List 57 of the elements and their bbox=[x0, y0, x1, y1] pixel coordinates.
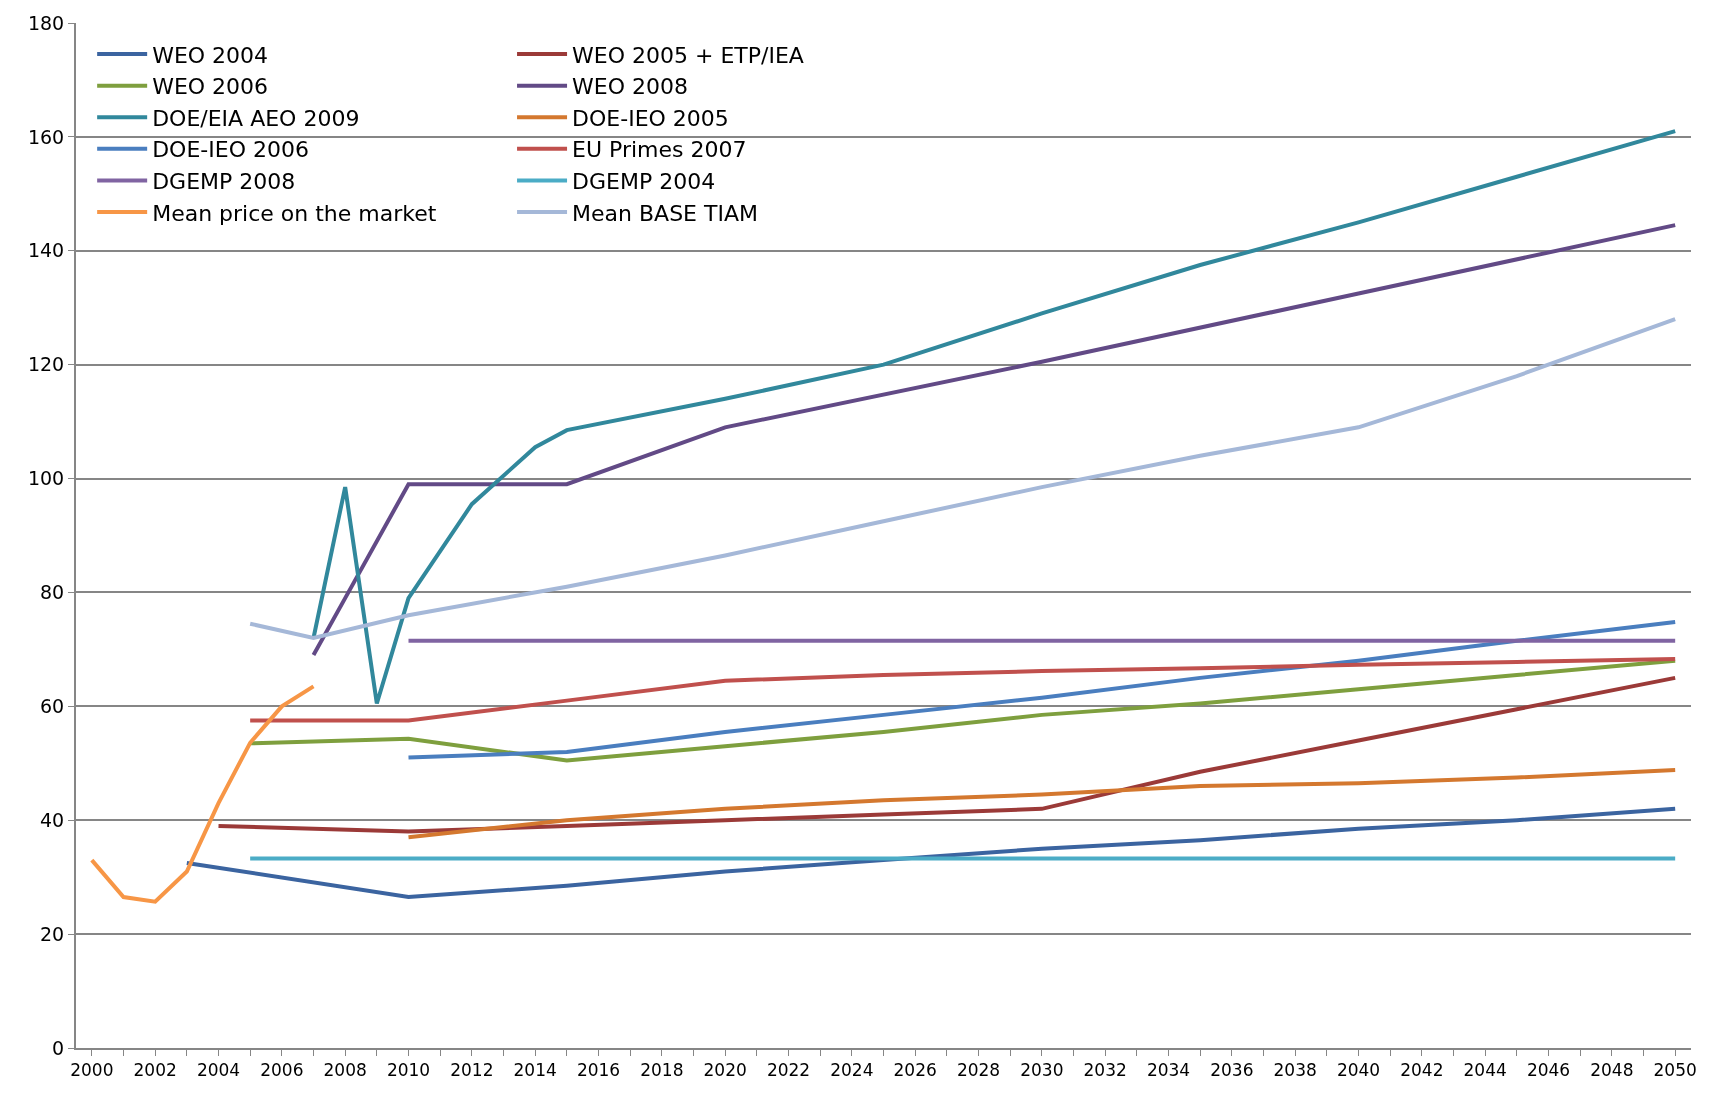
x-tick-label: 2046 bbox=[1526, 1060, 1571, 1081]
x-tick-label: 2038 bbox=[1273, 1060, 1317, 1081]
x-tick-label: 2044 bbox=[1463, 1060, 1507, 1081]
line-series bbox=[89, 684, 316, 904]
y-tick-label: 40 bbox=[40, 808, 65, 831]
x-tick-label: 2040 bbox=[1336, 1060, 1381, 1081]
y-tick-label: 20 bbox=[40, 922, 65, 945]
legend-label: WEO 2008 bbox=[572, 74, 688, 100]
y-tick-label: 180 bbox=[27, 11, 65, 34]
legend-label: EU Primes 2007 bbox=[572, 137, 747, 163]
legend-label: Mean BASE TIAM bbox=[572, 200, 758, 226]
y-tick-label: 100 bbox=[27, 467, 65, 490]
line-series bbox=[311, 129, 1678, 706]
x-tick-label: 2022 bbox=[766, 1060, 811, 1081]
legend-label: WEO 2004 bbox=[152, 42, 269, 68]
x-tick-label: 2014 bbox=[513, 1060, 557, 1081]
x-tick-label: 2028 bbox=[956, 1060, 1001, 1081]
y-tick-label: 120 bbox=[27, 353, 65, 376]
line-series bbox=[406, 768, 1678, 840]
y-tick-label: 80 bbox=[40, 581, 65, 604]
x-tick-label: 2050 bbox=[1653, 1060, 1697, 1081]
line-series bbox=[216, 675, 1678, 834]
x-tick-label: 2018 bbox=[640, 1060, 684, 1081]
x-tick-label: 2006 bbox=[260, 1060, 304, 1081]
legend-label: WEO 2005 + ETP/IEA bbox=[572, 42, 804, 68]
x-tick-label: 2034 bbox=[1146, 1060, 1191, 1081]
x-tick-label: 2008 bbox=[323, 1060, 367, 1081]
line-series bbox=[248, 317, 1678, 640]
x-tick-label: 2016 bbox=[576, 1060, 621, 1081]
x-tick-label: 2030 bbox=[1020, 1060, 1064, 1081]
x-tick-label: 2042 bbox=[1400, 1060, 1444, 1081]
x-tick-label: 2002 bbox=[133, 1060, 177, 1081]
line-series bbox=[311, 223, 1678, 658]
line-series bbox=[184, 806, 1678, 900]
legend-label: DGEMP 2004 bbox=[572, 169, 716, 195]
y-tick-label: 0 bbox=[52, 1036, 65, 1059]
x-tick-label: 2000 bbox=[70, 1060, 114, 1081]
legend-label: DOE-IEO 2006 bbox=[152, 137, 309, 163]
x-tick-label: 2032 bbox=[1083, 1060, 1127, 1081]
legend-label: Mean price on the market bbox=[152, 200, 437, 226]
line-series bbox=[248, 657, 1678, 723]
x-tick-label: 2010 bbox=[386, 1060, 431, 1081]
y-tick-label: 140 bbox=[27, 239, 65, 262]
x-tick-label: 2020 bbox=[703, 1060, 747, 1081]
line-series bbox=[406, 620, 1678, 760]
x-tick-label: 2048 bbox=[1590, 1060, 1634, 1081]
x-tick-label: 2024 bbox=[830, 1060, 874, 1081]
legend-label: DOE-IEO 2005 bbox=[572, 105, 729, 131]
x-tick-label: 2036 bbox=[1210, 1060, 1254, 1081]
y-tick-label: 60 bbox=[40, 694, 65, 717]
x-tick-label: 2004 bbox=[196, 1060, 241, 1081]
legend-label: WEO 2006 bbox=[152, 74, 269, 100]
x-tick-label: 2026 bbox=[893, 1060, 937, 1081]
y-tick-label: 160 bbox=[27, 125, 65, 148]
legend-label: DOE/EIA AEO 2009 bbox=[152, 105, 360, 131]
legend-label: DGEMP 2008 bbox=[152, 169, 296, 195]
x-tick-label: 2012 bbox=[450, 1060, 494, 1081]
